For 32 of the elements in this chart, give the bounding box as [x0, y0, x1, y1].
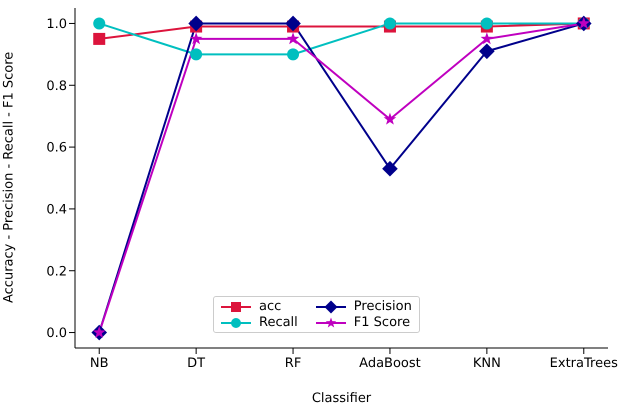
point	[93, 32, 106, 45]
point	[480, 17, 493, 30]
x-axis-title: Classifier	[312, 391, 372, 404]
y-tick-label: 0.6	[46, 140, 67, 156]
point	[479, 43, 495, 60]
point	[285, 16, 301, 32]
x-tick-label: RF	[284, 356, 302, 372]
y-tick-label: 0.4	[46, 202, 67, 218]
y-tick-label: 0.8	[46, 78, 67, 94]
legend-label: Precision	[354, 299, 412, 314]
y-tick-label: 0.0	[46, 326, 67, 342]
point	[188, 16, 204, 32]
legend-label: F1 Score	[354, 315, 410, 330]
point	[384, 112, 396, 125]
point	[190, 48, 202, 60]
point	[190, 32, 202, 44]
x-tick-label: ExtraTrees	[550, 356, 618, 372]
y-axis-title: Accuracy - Precision - Recall - F1 Score	[2, 52, 17, 303]
y-tick-label: 0.2	[46, 264, 67, 280]
point	[93, 17, 106, 30]
x-tick-label: DT	[187, 356, 206, 372]
legend-label: Recall	[259, 315, 298, 330]
x-tick-label: NB	[90, 356, 109, 372]
x-tick-label: AdaBoost	[359, 356, 421, 372]
point	[384, 17, 396, 30]
point	[480, 32, 494, 44]
legend-label: acc	[259, 299, 282, 314]
x-tick-label: KNN	[472, 356, 501, 372]
point	[287, 48, 300, 60]
y-tick-label: 1.0	[46, 17, 67, 32]
point	[382, 160, 398, 177]
point	[286, 32, 300, 44]
